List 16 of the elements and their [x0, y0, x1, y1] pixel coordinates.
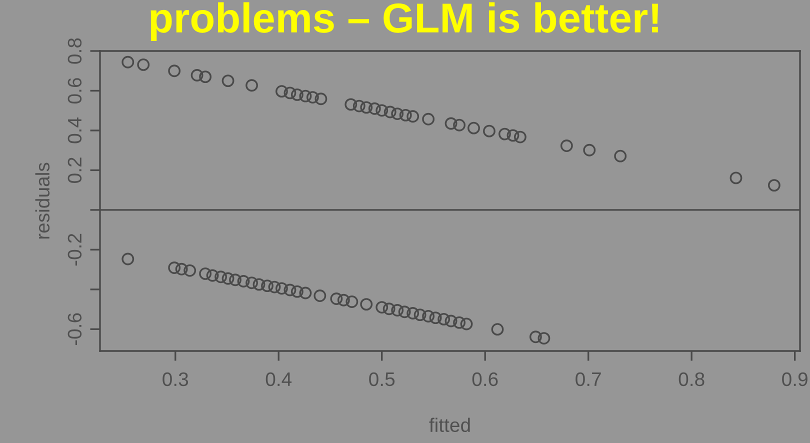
y-axis-title: residuals — [35, 162, 50, 239]
y-tick-label: 0.4 — [68, 118, 82, 144]
y-tick-label: 0.6 — [68, 78, 82, 104]
x-tick-label: 0.3 — [162, 372, 188, 386]
y-tick-label: -0.6 — [68, 313, 82, 346]
x-axis-title: fitted — [429, 418, 470, 432]
chart-title: problems – GLM is better! — [150, 2, 658, 42]
x-tick-label: 0.5 — [369, 372, 395, 386]
y-tick-label: 0.8 — [68, 38, 82, 64]
x-tick-label: 0.9 — [782, 372, 808, 386]
x-tick-label: 0.4 — [266, 372, 292, 386]
y-tick-label: -0.2 — [68, 234, 82, 266]
y-tick-label: 0.2 — [68, 158, 82, 183]
x-tick-label: 0.8 — [678, 372, 704, 386]
x-tick-label: 0.6 — [472, 372, 498, 386]
x-tick-label: 0.7 — [576, 372, 601, 386]
